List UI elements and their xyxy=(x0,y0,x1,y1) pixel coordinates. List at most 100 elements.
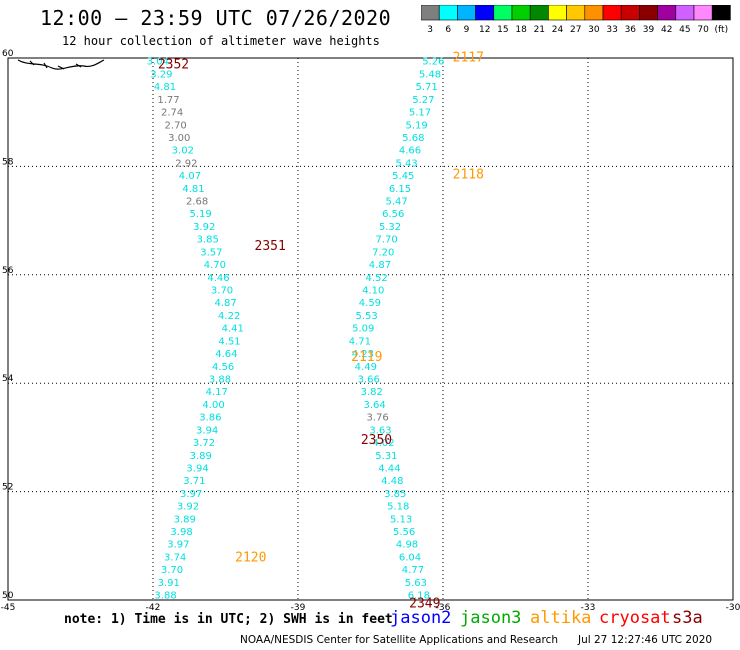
colorbar-label: 3 xyxy=(427,25,433,35)
swh-value: 6.18 xyxy=(408,591,430,602)
swh-value: 3.94 xyxy=(196,425,218,436)
swh-value: 5.45 xyxy=(392,171,414,182)
colorbar-swatch xyxy=(711,5,731,21)
swh-value: 3.97 xyxy=(180,489,202,500)
colorbar-label: 70 xyxy=(697,25,709,35)
swh-value: 3.86 xyxy=(199,413,221,424)
swh-value: 3.02 xyxy=(172,146,194,157)
map-frame xyxy=(7,57,734,601)
swh-value: 3.74 xyxy=(164,552,186,563)
swh-value: 6.04 xyxy=(399,552,421,563)
swh-value: 4.07 xyxy=(179,171,201,182)
swh-value: 5.43 xyxy=(396,158,418,169)
swh-value: 3.85 xyxy=(197,235,219,246)
swh-value: 5.13 xyxy=(390,514,412,525)
swh-value: 3.04 xyxy=(147,57,169,68)
swh-value: 5.19 xyxy=(406,120,428,131)
swh-value: 4.51 xyxy=(218,336,240,347)
swh-value: 1.77 xyxy=(157,95,179,106)
swh-value: 5.26 xyxy=(422,57,444,68)
colorbar-label: 21 xyxy=(534,25,545,35)
swh-value: 2.92 xyxy=(175,158,197,169)
swh-value: 4.52 xyxy=(365,273,387,284)
map-title: 12:00 – 23:59 UTC 07/26/2020 xyxy=(40,6,392,30)
swh-value: 3.88 xyxy=(154,591,176,602)
y-tick-label: 54 xyxy=(2,374,14,384)
swh-value: 4.44 xyxy=(378,463,400,474)
swh-value: 4.81 xyxy=(182,184,204,195)
swh-value: 5.31 xyxy=(375,451,397,462)
track-id-label: 2352 xyxy=(158,57,189,72)
y-tick-label: 60 xyxy=(2,49,14,59)
swh-value: 5.32 xyxy=(379,222,401,233)
swh-value: 4.87 xyxy=(214,298,236,309)
y-tick-label: 58 xyxy=(2,157,14,167)
swh-value: 5.19 xyxy=(190,209,212,220)
note-text: note: 1) Time is in UTC; 2) SWH is in fe… xyxy=(64,612,393,627)
swh-value: 4.00 xyxy=(202,400,224,411)
swh-value: 3.70 xyxy=(211,286,233,297)
swh-value: 3.66 xyxy=(358,374,380,385)
colorbar-label: 9 xyxy=(464,25,470,35)
swh-value: 4.10 xyxy=(362,286,384,297)
colorbar-label: 33 xyxy=(606,25,617,35)
swh-value: 4.48 xyxy=(381,476,403,487)
track-id-label: 2120 xyxy=(235,551,266,566)
swh-value: 4.98 xyxy=(396,540,418,551)
swh-value: 5.71 xyxy=(416,82,438,93)
swh-value: 3.76 xyxy=(366,413,388,424)
swh-value: 3.92 xyxy=(193,222,215,233)
swh-value: 5.18 xyxy=(387,502,409,513)
swh-value: 3.98 xyxy=(170,527,192,538)
swh-value: 3.88 xyxy=(209,374,231,385)
swh-value: 4.64 xyxy=(215,349,237,360)
mission-label: cryosat xyxy=(599,608,671,628)
colorbar-label: 18 xyxy=(515,25,527,35)
swh-value: 3.89 xyxy=(190,451,212,462)
swh-value: 3.71 xyxy=(183,476,205,487)
coastline xyxy=(17,59,105,70)
track-id-label: 2118 xyxy=(453,167,484,182)
y-tick-label: 50 xyxy=(2,591,14,601)
track-id-label: 2349 xyxy=(409,597,440,610)
colorbar-label: 12 xyxy=(479,25,490,35)
swh-value: 4.59 xyxy=(359,298,381,309)
swh-value: 6.15 xyxy=(389,184,411,195)
swh-value: 5.48 xyxy=(419,69,441,80)
swh-value: 4.56 xyxy=(212,362,234,373)
map-subtitle: 12 hour collection of altimeter wave hei… xyxy=(62,34,380,48)
colorbar-label: 27 xyxy=(570,25,581,35)
swh-value: 3.85 xyxy=(384,489,406,500)
swh-value: 4.23 xyxy=(352,349,374,360)
swh-value: 3.63 xyxy=(369,425,391,436)
swh-value: 4.17 xyxy=(206,387,228,398)
swh-value: 3.82 xyxy=(361,387,383,398)
x-tick-label: -30 xyxy=(726,603,740,610)
x-tick-label: -39 xyxy=(291,603,306,610)
swh-value: 4.41 xyxy=(222,324,244,335)
colorbar-label: 24 xyxy=(552,25,564,35)
swh-value: 3.91 xyxy=(158,578,180,589)
swh-value: 3.00 xyxy=(168,133,190,144)
swh-value: 2.74 xyxy=(161,108,183,119)
swh-value: 5.56 xyxy=(393,527,415,538)
colorbar-label: 45 xyxy=(679,25,690,35)
x-tick-label: -33 xyxy=(581,603,596,610)
track-id-label: 2119 xyxy=(351,350,382,365)
swh-value: 2.70 xyxy=(165,120,187,131)
swh-value: 4.71 xyxy=(349,336,371,347)
colorbar-label: 42 xyxy=(661,25,672,35)
y-tick-label: 56 xyxy=(2,266,14,276)
track-id-label: 2350 xyxy=(361,433,392,448)
swh-value: 5.68 xyxy=(402,133,424,144)
swh-value: 3.29 xyxy=(150,69,172,80)
colorbar-label: (ft) xyxy=(715,25,729,35)
x-tick-label: -36 xyxy=(436,603,451,610)
swh-value: 3.92 xyxy=(177,502,199,513)
swh-value: 5.17 xyxy=(409,108,431,119)
swh-colorbar: 3 6 9 12 15 18 21 24 27 30 33 36 39 42 45 70 (ft) xyxy=(421,5,731,35)
mission-label: altika xyxy=(530,608,592,628)
swh-value: 4.46 xyxy=(207,273,229,284)
x-tick-label: -45 xyxy=(1,603,16,610)
colorbar-label: 30 xyxy=(588,25,600,35)
